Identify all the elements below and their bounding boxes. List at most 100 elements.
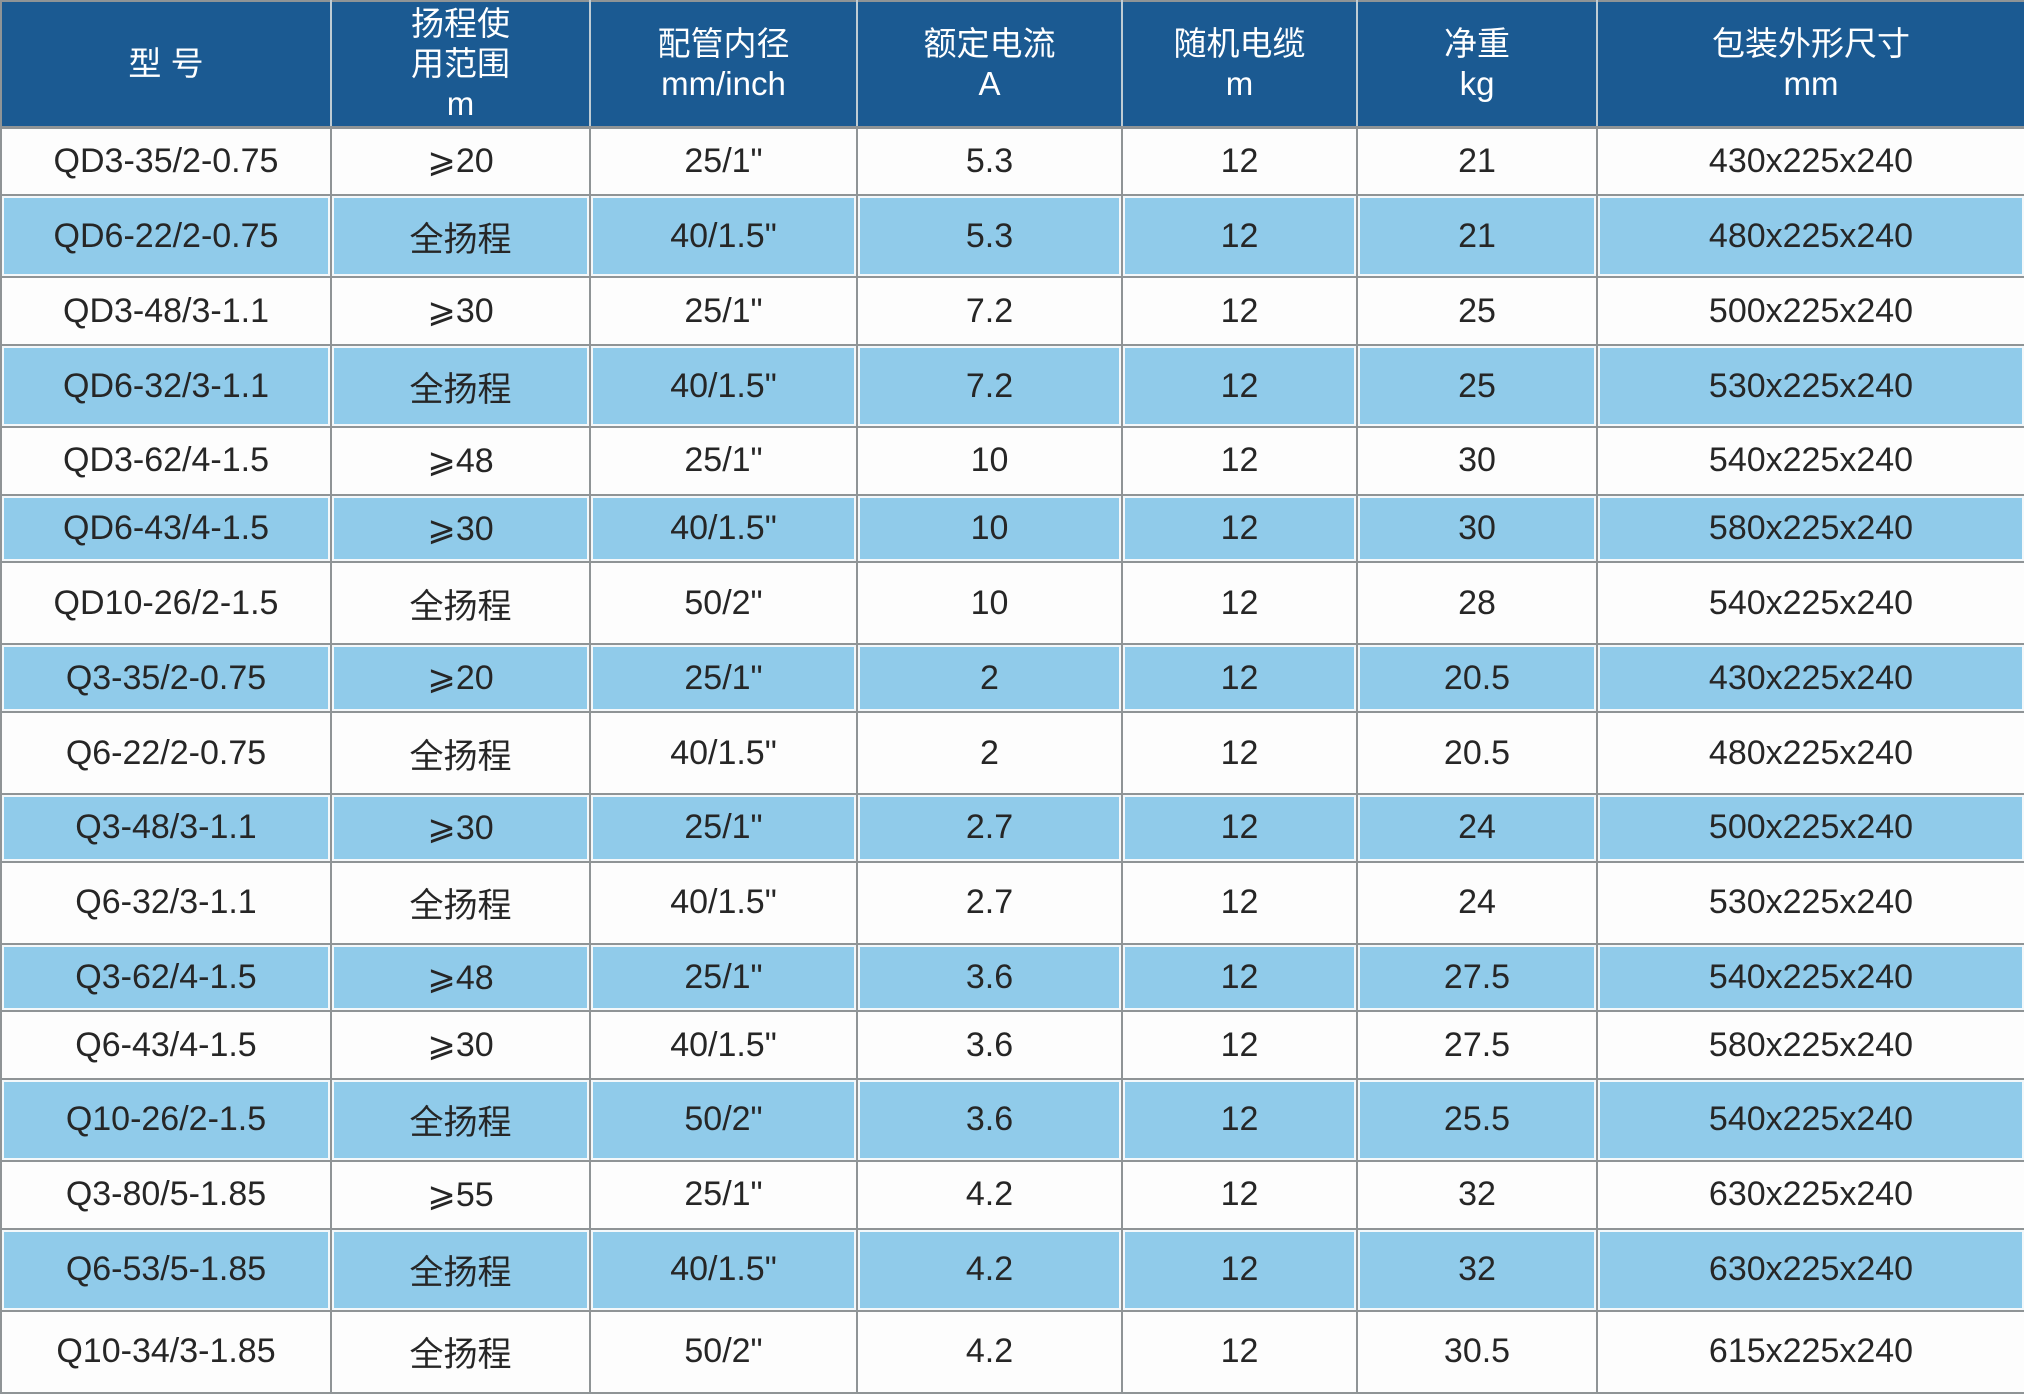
cell-cable-length: 12 <box>1121 493 1358 564</box>
cell-cable-length: 12 <box>1121 1309 1358 1394</box>
cell-cable-length: 12 <box>1121 711 1358 796</box>
cell-head-range: ⩾20 <box>330 125 591 197</box>
cell-pipe-id: 40/1.5" <box>589 860 858 945</box>
cell-rated-current: 3.6 <box>856 1010 1123 1080</box>
cell-cable-length: 12 <box>1121 561 1358 646</box>
table-row: Q6-32/3-1.1 全扬程 40/1.5" 2.7 12 24 530x225x240 <box>0 860 2024 945</box>
cell-head-range: ⩾30 <box>330 793 591 863</box>
cell-head-range: 全扬程 <box>330 1227 591 1312</box>
cell-package-size: 530x225x240 <box>1596 344 2024 429</box>
cell-rated-current: 4.2 <box>856 1227 1123 1312</box>
header-label: 配管内径 <box>657 25 790 63</box>
cell-cable-length: 12 <box>1121 344 1358 429</box>
cell-rated-current: 2 <box>856 643 1123 714</box>
cell-cable-length: 12 <box>1121 860 1358 945</box>
cell-pipe-id: 50/2" <box>589 1077 858 1163</box>
header-label: 包装外形尺寸 <box>1712 25 1910 63</box>
cell-rated-current: 10 <box>856 493 1123 564</box>
table-row: Q3-62/4-1.5 ⩾48 25/1" 3.6 12 27.5 540x225x240 <box>0 942 2024 1013</box>
table-row: QD3-62/4-1.5 ⩾48 25/1" 10 12 30 540x225x240 <box>0 426 2024 496</box>
cell-model: Q3-35/2-0.75 <box>0 643 332 714</box>
cell-cable-length: 12 <box>1121 125 1358 197</box>
cell-net-weight: 20.5 <box>1356 643 1598 714</box>
table-row: Q3-35/2-0.75 ⩾20 25/1" 2 12 20.5 430x225x240 <box>0 643 2024 714</box>
cell-head-range: ⩾48 <box>330 942 591 1013</box>
cell-rated-current: 3.6 <box>856 942 1123 1013</box>
cell-head-range: 全扬程 <box>330 860 591 945</box>
cell-model: QD3-62/4-1.5 <box>0 426 332 496</box>
cell-model: QD6-43/4-1.5 <box>0 493 332 564</box>
cell-head-range: 全扬程 <box>330 561 591 646</box>
cell-package-size: 540x225x240 <box>1596 561 2024 646</box>
cell-package-size: 530x225x240 <box>1596 860 2024 945</box>
cell-cable-length: 12 <box>1121 276 1358 347</box>
cell-model: Q3-62/4-1.5 <box>0 942 332 1013</box>
cell-model: Q10-26/2-1.5 <box>0 1077 332 1163</box>
cell-model: Q3-80/5-1.85 <box>0 1160 332 1230</box>
cell-model: Q10-34/3-1.85 <box>0 1309 332 1394</box>
cell-head-range: 全扬程 <box>330 1077 591 1163</box>
cell-pipe-id: 25/1" <box>589 1160 858 1230</box>
cell-cable-length: 12 <box>1121 793 1358 863</box>
cell-pipe-id: 25/1" <box>589 426 858 496</box>
cell-pipe-id: 50/2" <box>589 561 858 646</box>
cell-rated-current: 5.3 <box>856 125 1123 197</box>
cell-model: QD6-32/3-1.1 <box>0 344 332 429</box>
cell-rated-current: 2 <box>856 711 1123 796</box>
cell-net-weight: 25.5 <box>1356 1077 1598 1163</box>
cell-head-range: ⩾20 <box>330 643 591 714</box>
cell-cable-length: 12 <box>1121 1227 1358 1312</box>
table-row: Q10-34/3-1.85 全扬程 50/2" 4.2 12 30.5 615x225x24… <box>0 1309 2024 1394</box>
header-label: 净重 <box>1444 25 1510 63</box>
cell-model: Q6-22/2-0.75 <box>0 711 332 796</box>
cell-head-range: ⩾30 <box>330 493 591 564</box>
cell-cable-length: 12 <box>1121 1160 1358 1230</box>
table-row: QD6-32/3-1.1 全扬程 40/1.5" 7.2 12 25 530x225x240 <box>0 344 2024 429</box>
cell-pipe-id: 40/1.5" <box>589 1227 858 1312</box>
cell-pipe-id: 50/2" <box>589 1309 858 1394</box>
cell-net-weight: 30 <box>1356 493 1598 564</box>
cell-net-weight: 25 <box>1356 276 1598 347</box>
col-header-net-weight: 净重 kg <box>1356 1 1597 129</box>
table-row: QD6-43/4-1.5 ⩾30 40/1.5" 10 12 30 580x225x240 <box>0 493 2024 564</box>
cell-package-size: 630x225x240 <box>1596 1160 2024 1230</box>
cell-package-size: 480x225x240 <box>1596 194 2024 279</box>
cell-cable-length: 12 <box>1121 643 1358 714</box>
header-label: 型 号 <box>128 44 204 82</box>
cell-net-weight: 30 <box>1356 426 1598 496</box>
cell-model: Q3-48/3-1.1 <box>0 793 332 863</box>
header-unit: A <box>978 64 1001 102</box>
cell-net-weight: 20.5 <box>1356 711 1598 796</box>
cell-package-size: 540x225x240 <box>1596 942 2024 1013</box>
col-header-head-range: 扬程使 用范围 m <box>330 1 590 129</box>
header-unit: mm <box>1783 64 1839 102</box>
cell-head-range: ⩾30 <box>330 276 591 347</box>
cell-cable-length: 12 <box>1121 194 1358 279</box>
cell-head-range: ⩾48 <box>330 426 591 496</box>
table-row: QD6-22/2-0.75 全扬程 40/1.5" 5.3 12 21 480x225x24… <box>0 194 2024 279</box>
cell-cable-length: 12 <box>1121 1077 1358 1163</box>
cell-cable-length: 12 <box>1121 426 1358 496</box>
cell-model: Q6-32/3-1.1 <box>0 860 332 945</box>
col-header-cable-length: 随机电缆 m <box>1121 1 1357 129</box>
cell-model: QD10-26/2-1.5 <box>0 561 332 646</box>
cell-net-weight: 24 <box>1356 860 1598 945</box>
cell-pipe-id: 25/1" <box>589 643 858 714</box>
table-row: Q3-48/3-1.1 ⩾30 25/1" 2.7 12 24 500x225x240 <box>0 793 2024 863</box>
cell-net-weight: 21 <box>1356 125 1598 197</box>
header-unit: m <box>446 84 475 122</box>
cell-pipe-id: 40/1.5" <box>589 194 858 279</box>
cell-head-range: 全扬程 <box>330 1309 591 1394</box>
cell-package-size: 615x225x240 <box>1596 1309 2024 1394</box>
cell-pipe-id: 40/1.5" <box>589 493 858 564</box>
cell-model: QD3-48/3-1.1 <box>0 276 332 347</box>
cell-cable-length: 12 <box>1121 942 1358 1013</box>
header-label: 额定电流 <box>923 25 1056 63</box>
table-row: Q10-26/2-1.5 全扬程 50/2" 3.6 12 25.5 540x225x240 <box>0 1077 2024 1163</box>
header-unit: mm/inch <box>661 64 786 102</box>
header-unit: kg <box>1459 64 1495 102</box>
cell-rated-current: 2.7 <box>856 860 1123 945</box>
cell-head-range: 全扬程 <box>330 711 591 796</box>
table-row: QD10-26/2-1.5 全扬程 50/2" 10 12 28 540x225x240 <box>0 561 2024 646</box>
